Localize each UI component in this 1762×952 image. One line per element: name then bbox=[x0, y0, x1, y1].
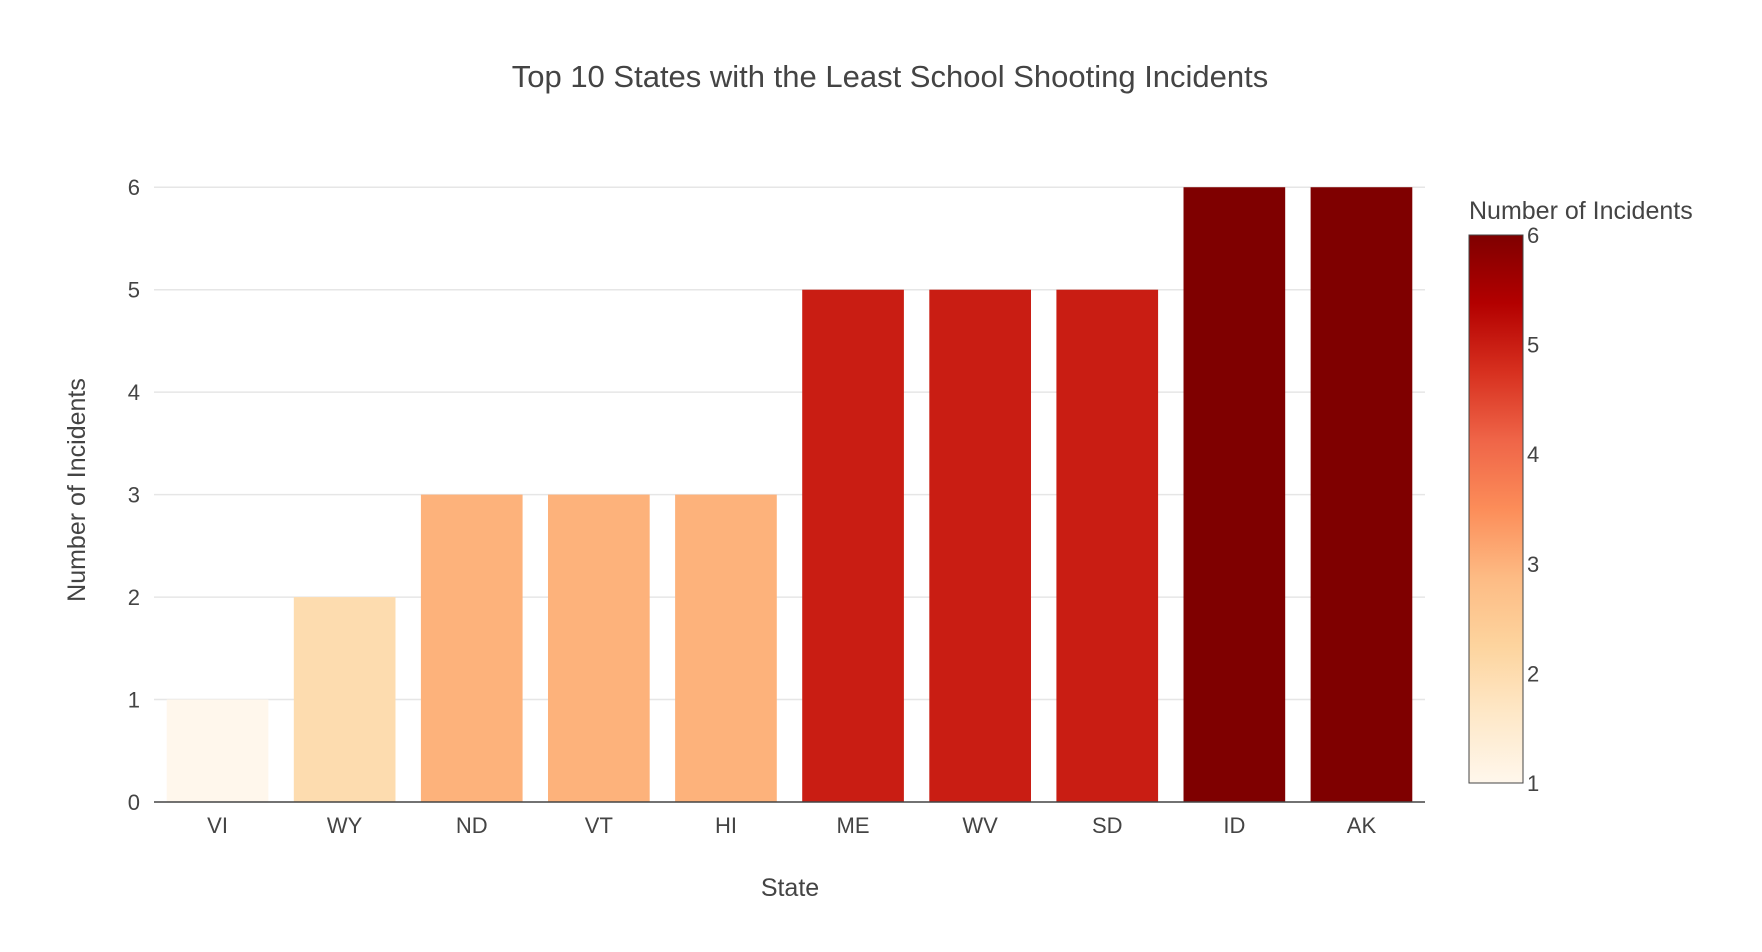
y-tick-label: 5 bbox=[128, 278, 140, 303]
y-tick-labels: 0 1 2 3 4 5 6 bbox=[128, 175, 140, 815]
y-tick-label: 4 bbox=[128, 380, 140, 405]
x-tick-label: WV bbox=[962, 813, 998, 838]
y-tick-label: 2 bbox=[128, 585, 140, 610]
y-tick-label: 1 bbox=[128, 688, 140, 713]
bar-vt[interactable] bbox=[548, 494, 650, 802]
x-tick-label: HI bbox=[715, 813, 737, 838]
chart-title: Top 10 States with the Least School Shoo… bbox=[512, 59, 1269, 94]
colorbar-tick-label: 5 bbox=[1527, 333, 1539, 358]
x-tick-label: SD bbox=[1092, 813, 1123, 838]
colorbar-tick-label: 4 bbox=[1527, 442, 1539, 467]
bar-id[interactable] bbox=[1183, 187, 1286, 802]
colorbar-tick-labels: 1 2 3 4 5 6 bbox=[1527, 223, 1539, 796]
x-axis-title: State bbox=[761, 874, 819, 902]
colorbar-tick-label: 1 bbox=[1527, 771, 1539, 796]
colorbar: Number of Incidents 1 2 3 4 5 6 bbox=[1468, 197, 1693, 796]
y-tick-label: 6 bbox=[128, 175, 140, 200]
x-tick-label: WY bbox=[327, 813, 363, 838]
bar-wv[interactable] bbox=[929, 289, 1031, 802]
bar-nd[interactable] bbox=[420, 494, 523, 802]
x-tick-labels: VI WY ND VT HI ME WV SD ID AK bbox=[207, 813, 1376, 838]
x-tick-label: ID bbox=[1223, 813, 1245, 838]
bar-vi[interactable] bbox=[166, 699, 269, 802]
colorbar-title: Number of Incidents bbox=[1469, 197, 1693, 225]
bar-me[interactable] bbox=[802, 289, 904, 802]
colorbar-gradient bbox=[1468, 234, 1524, 784]
colorbar-tick-label: 3 bbox=[1527, 552, 1539, 577]
x-tick-label: VT bbox=[585, 813, 613, 838]
y-tick-label: 3 bbox=[128, 483, 140, 508]
y-axis-title: Number of Incidents bbox=[63, 378, 91, 602]
bar-sd[interactable] bbox=[1056, 289, 1159, 802]
bar-hi[interactable] bbox=[675, 494, 777, 802]
x-tick-label: VI bbox=[207, 813, 228, 838]
bars bbox=[166, 187, 1413, 802]
colorbar-tick-label: 2 bbox=[1527, 661, 1539, 686]
x-tick-label: AK bbox=[1347, 813, 1377, 838]
y-tick-label: 0 bbox=[128, 790, 140, 815]
x-tick-label: ND bbox=[456, 813, 488, 838]
bar-ak[interactable] bbox=[1310, 187, 1413, 802]
bar-wy[interactable] bbox=[293, 597, 396, 802]
colorbar-tick-label: 6 bbox=[1527, 223, 1539, 248]
x-tick-label: ME bbox=[837, 813, 870, 838]
